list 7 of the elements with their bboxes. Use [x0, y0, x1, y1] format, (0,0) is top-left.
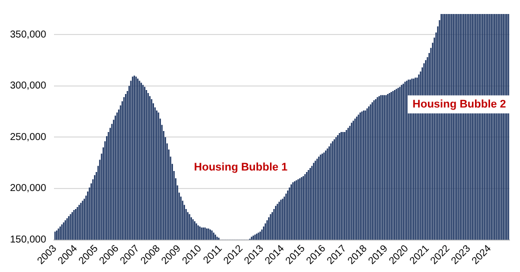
- y-tick-label: 200,000: [10, 183, 47, 194]
- y-tick-label: 300,000: [10, 80, 47, 92]
- annotation: Housing Bubble 2: [412, 98, 506, 110]
- y-tick-label: 350,000: [10, 29, 47, 40]
- y-tick-label: 150,000: [10, 234, 47, 246]
- y-tick-label: 250,000: [10, 132, 47, 143]
- annotation: Housing Bubble 1: [194, 162, 288, 174]
